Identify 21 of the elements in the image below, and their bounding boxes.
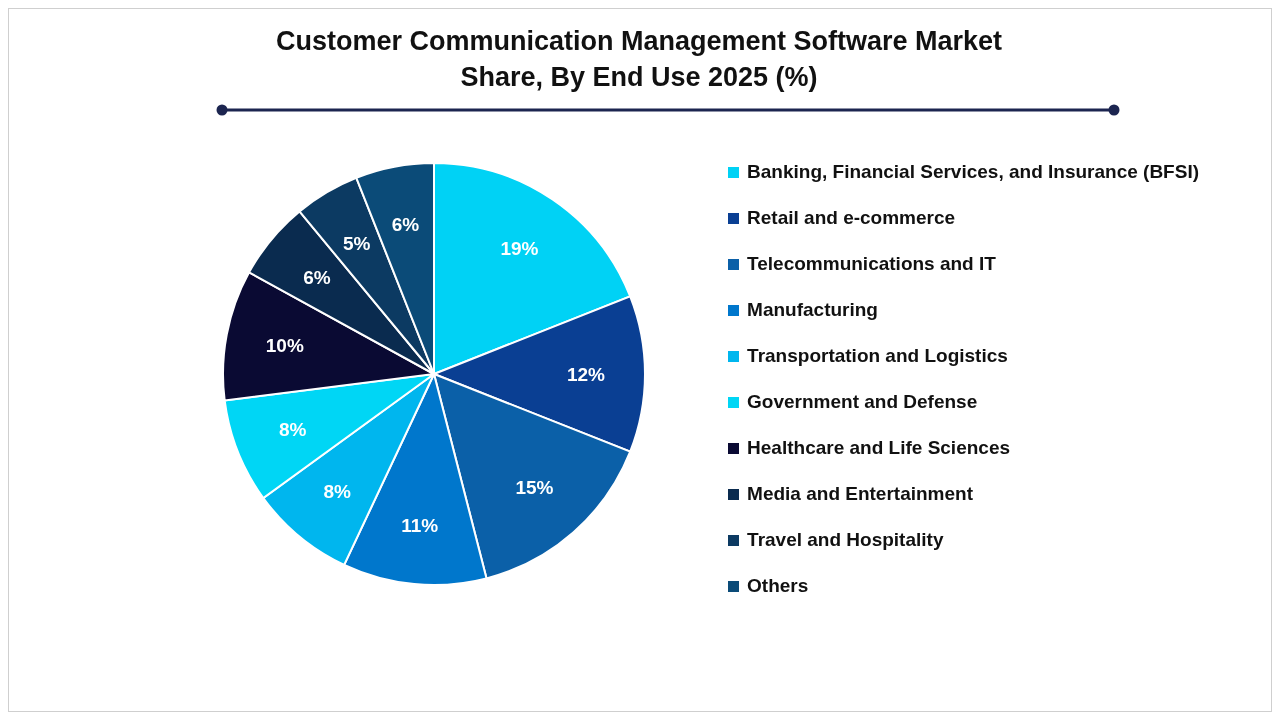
data-label: 5% xyxy=(342,232,371,254)
data-label: 8% xyxy=(323,480,351,502)
data-label: 12% xyxy=(566,363,606,385)
data-label: 6% xyxy=(391,214,420,236)
legend-label: Transportation and Logistics xyxy=(747,345,1008,367)
chart-title: Customer Communication Management Software Market Share, By End Use 2025 (%) xyxy=(274,25,1004,94)
legend-label: Media and Entertainment xyxy=(747,483,973,505)
data-label: 11% xyxy=(401,514,439,536)
data-label: 15% xyxy=(515,477,554,499)
data-label: 6% xyxy=(303,266,331,288)
data-label: 19% xyxy=(500,237,539,259)
data-label: 8% xyxy=(279,419,307,441)
legend-label: Healthcare and Life Sciences xyxy=(747,437,1011,459)
data-label: 10% xyxy=(265,335,304,357)
legend-label: Retail and e-commerce xyxy=(747,207,956,229)
legend-label: Manufacturing xyxy=(747,299,878,321)
legend-label: Others xyxy=(747,575,809,597)
legend-label: Banking, Financial Services, and Insurance (BFSI) xyxy=(747,161,1199,183)
legend-label: Government and Defense xyxy=(747,391,978,413)
legend-label: Telecommunications and IT xyxy=(747,253,996,275)
legend-label: Travel and Hospitality xyxy=(747,529,944,551)
